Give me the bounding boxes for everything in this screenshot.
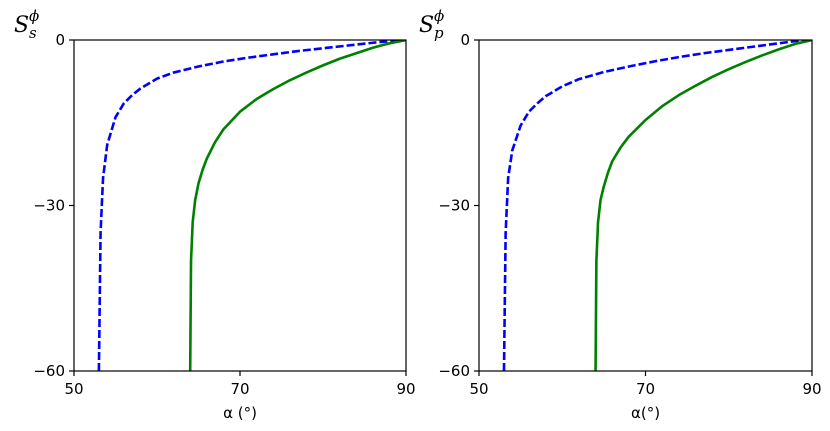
x-tick-label: 90 xyxy=(396,380,415,398)
x-axis-label: α (°) xyxy=(223,404,257,422)
x-tick-label: 50 xyxy=(469,380,488,398)
plot-frame xyxy=(478,39,813,372)
series-group xyxy=(502,40,812,371)
y-tick-label: 0 xyxy=(55,31,65,49)
y-axis-label: S xyxy=(14,13,29,38)
y-axis-label: S xyxy=(419,13,434,38)
x-tick-label: 50 xyxy=(64,380,83,398)
series-group xyxy=(97,40,406,371)
y-tick-label: −30 xyxy=(438,197,470,215)
y-axis-label-superscript: ϕ xyxy=(29,7,39,25)
y-axis-label-superscript: ϕ xyxy=(434,7,444,25)
solid-green-curve xyxy=(188,40,406,371)
plot-frame xyxy=(73,39,407,372)
x-tick-label: 70 xyxy=(636,380,655,398)
dashed-blue-curve xyxy=(97,40,406,371)
x-axis-label: α(°) xyxy=(631,404,660,422)
y-tick-label: −30 xyxy=(33,197,65,215)
x-tick-label: 90 xyxy=(802,380,821,398)
y-axis-label-subscript: p xyxy=(434,24,444,42)
chart-panel-left: 50 70 90 0 −30 −60 α (°) S ϕs xyxy=(14,7,416,422)
solid-green-curve xyxy=(594,40,812,371)
y-tick-label: −60 xyxy=(438,362,470,380)
y-tick-label: 0 xyxy=(460,31,470,49)
dashed-blue-curve xyxy=(502,40,812,371)
y-axis-label-subscript: s xyxy=(29,24,37,42)
chart-panel-right: 50 70 90 0 −30 −60 α(°) S ϕp xyxy=(419,7,822,422)
x-tick-label: 70 xyxy=(230,380,249,398)
y-tick-label: −60 xyxy=(33,362,65,380)
